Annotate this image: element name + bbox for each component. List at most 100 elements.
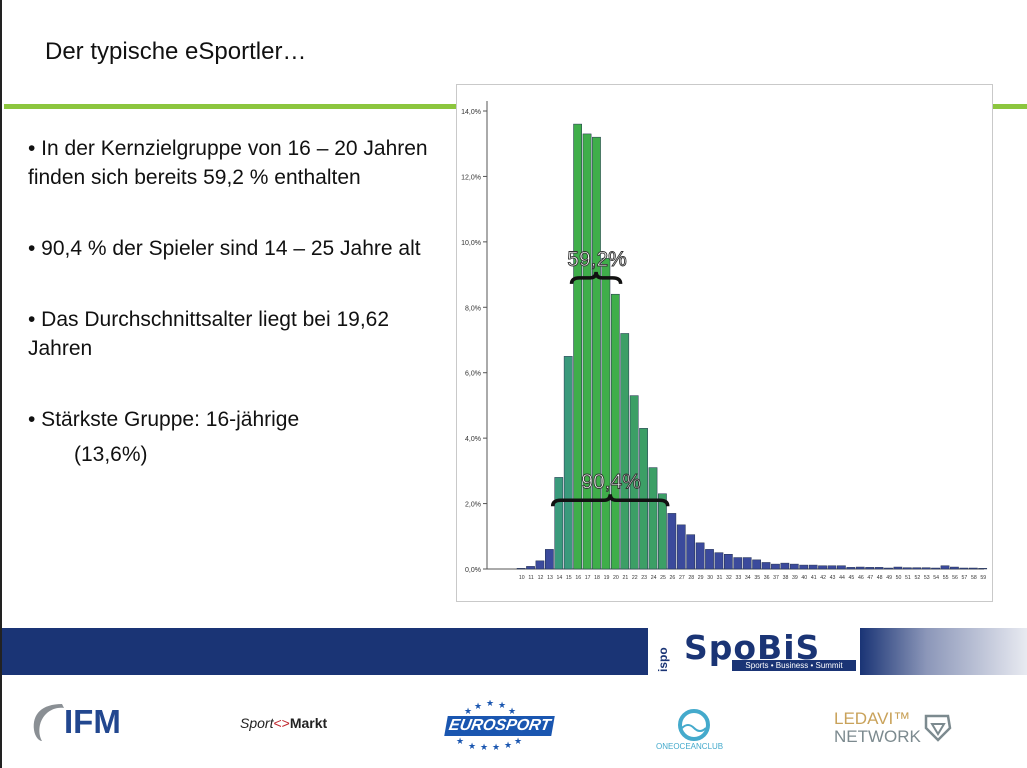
histogram-bar: [902, 567, 912, 570]
ledavi-logo-text: LEDAVI™: [834, 709, 911, 728]
chart-svg: 0,0% 2,0% 4,0% 6,0% 8,0% 10,0% 12,0% 14,0% 10 11 1…: [461, 101, 988, 581]
x-tick-label: 48: [877, 575, 883, 581]
x-tick-label: 38: [783, 575, 789, 581]
histogram-bar: [950, 566, 959, 570]
histogram-bar: [752, 559, 761, 570]
eurosport-logo-text: EUROSPORT: [444, 716, 555, 736]
histogram-bar: [535, 560, 545, 570]
bullet-item: • In der Kernzielgruppe von 16 – 20 Jahr…: [28, 134, 428, 192]
histogram-bar: [610, 293, 620, 570]
x-tick-label: 14: [556, 575, 562, 581]
x-tick-label: 49: [886, 575, 892, 581]
histogram-bar: [912, 567, 922, 570]
x-tick-label: 12: [538, 575, 544, 581]
histogram-bar: [686, 534, 696, 570]
histogram-bar: [837, 565, 846, 570]
svg-text:★: ★: [492, 743, 500, 750]
histogram-bar: [667, 513, 677, 570]
y-tick-label: 4,0%: [465, 436, 481, 443]
histogram-bar: [780, 562, 790, 570]
oneocean-logo-text: ONEOCEANCLUB: [656, 742, 724, 751]
histogram-bar: [959, 567, 969, 570]
x-tick-label: 34: [745, 575, 751, 581]
x-tick-label: 10: [519, 575, 525, 581]
histogram-bar: [658, 493, 667, 570]
ifm-logo-text: IFM: [64, 703, 121, 740]
bullet-item: • Das Durchschnittsalter liegt bei 19,62…: [28, 305, 428, 363]
histogram-bar: [931, 567, 940, 570]
svg-text:★: ★: [498, 701, 506, 711]
y-tick-label: 2,0%: [465, 502, 481, 509]
bullet-text: • In der Kernzielgruppe von 16 – 20 Jahr…: [28, 137, 428, 189]
sportmarkt-arrow-icon: <>: [273, 715, 290, 731]
histogram-bar: [874, 567, 884, 570]
histogram-bar: [516, 568, 526, 570]
x-tick-label: 33: [735, 575, 741, 581]
svg-text:★: ★: [508, 707, 516, 717]
footer-band-fade: [860, 628, 1027, 675]
bullet-item: • Stärkste Gruppe: 16-jährige (13,6%): [28, 405, 428, 469]
histogram-bar: [705, 549, 714, 570]
x-tick-label: 13: [547, 575, 553, 581]
x-tick-label: 42: [820, 575, 826, 581]
x-tick-label: 46: [858, 575, 864, 581]
ifm-logo: IFM: [28, 700, 128, 742]
histogram-bar: [733, 557, 743, 570]
svg-text:★: ★: [456, 737, 464, 747]
slide-title: Der typische eSportler…: [45, 38, 307, 65]
x-tick-label: 35: [754, 575, 760, 581]
histogram-bar: [789, 563, 799, 570]
x-tick-label: 29: [698, 575, 704, 581]
x-tick-label: 15: [566, 575, 572, 581]
footer-band: [2, 628, 648, 675]
histogram-bar: [582, 133, 592, 570]
svg-text:★: ★: [480, 743, 488, 750]
x-tick-label: 23: [641, 575, 647, 581]
histogram-bar: [545, 549, 554, 570]
annotation-label: 59,2%: [567, 248, 627, 271]
y-tick-label: 0,0%: [465, 567, 481, 574]
y-tick-label: 6,0%: [465, 371, 481, 378]
histogram-bar: [846, 567, 856, 570]
x-tick-label: 21: [622, 575, 628, 581]
age-histogram: 0,0% 2,0% 4,0% 6,0% 8,0% 10,0% 12,0% 14,0% 10 11 1…: [456, 84, 993, 602]
x-tick-label: 51: [905, 575, 911, 581]
x-tick-label: 47: [867, 575, 873, 581]
x-tick-label: 30: [707, 575, 713, 581]
bullet-list: • In der Kernzielgruppe von 16 – 20 Jahr…: [28, 134, 428, 511]
histogram-bar: [563, 356, 573, 570]
y-tick-label: 12,0%: [461, 174, 481, 181]
histogram-bar: [761, 562, 771, 570]
ledavi-network-text: NETWORK: [834, 727, 921, 746]
x-tick-label: 26: [670, 575, 676, 581]
histogram-bar: [554, 477, 564, 570]
x-tick-label: 57: [962, 575, 968, 581]
histogram-bar: [601, 257, 611, 570]
histogram-bar: [592, 136, 601, 570]
x-tick-label: 19: [604, 575, 610, 581]
y-tick-label: 14,0%: [461, 109, 481, 116]
x-tick-label: 53: [924, 575, 930, 581]
histogram-bar: [526, 566, 535, 570]
bullet-text: • Das Durchschnittsalter liegt bei 19,62…: [28, 308, 390, 360]
svg-text:★: ★: [486, 700, 494, 709]
histogram-bar: [818, 565, 827, 570]
x-tick-label: 41: [811, 575, 817, 581]
x-tick-label: 56: [952, 575, 958, 581]
bullet-subtext: (13,6%): [74, 443, 148, 466]
x-tick-label: 28: [688, 575, 694, 581]
histogram-bar: [620, 333, 630, 570]
histogram-bar: [714, 552, 724, 570]
wave-icon: [678, 709, 710, 741]
histogram-bar: [884, 567, 893, 570]
histogram-bar: [978, 568, 988, 570]
x-tick-label: 50: [896, 575, 902, 581]
svg-text:★: ★: [468, 742, 476, 750]
histogram-bar: [855, 566, 865, 570]
bullet-text: • 90,4 % der Spieler sind 14 – 25 Jahre …: [28, 237, 421, 260]
x-tick-label: 52: [914, 575, 920, 581]
accent-rule-right: [993, 104, 1027, 109]
eurosport-stars-icon: ★ ★ ★ ★★ ★ ★ ★ ★ ★ ★: [456, 700, 522, 750]
spobis-tagline: Sports • Business • Summit: [732, 660, 856, 671]
ifm-swoosh-icon: [33, 704, 64, 741]
